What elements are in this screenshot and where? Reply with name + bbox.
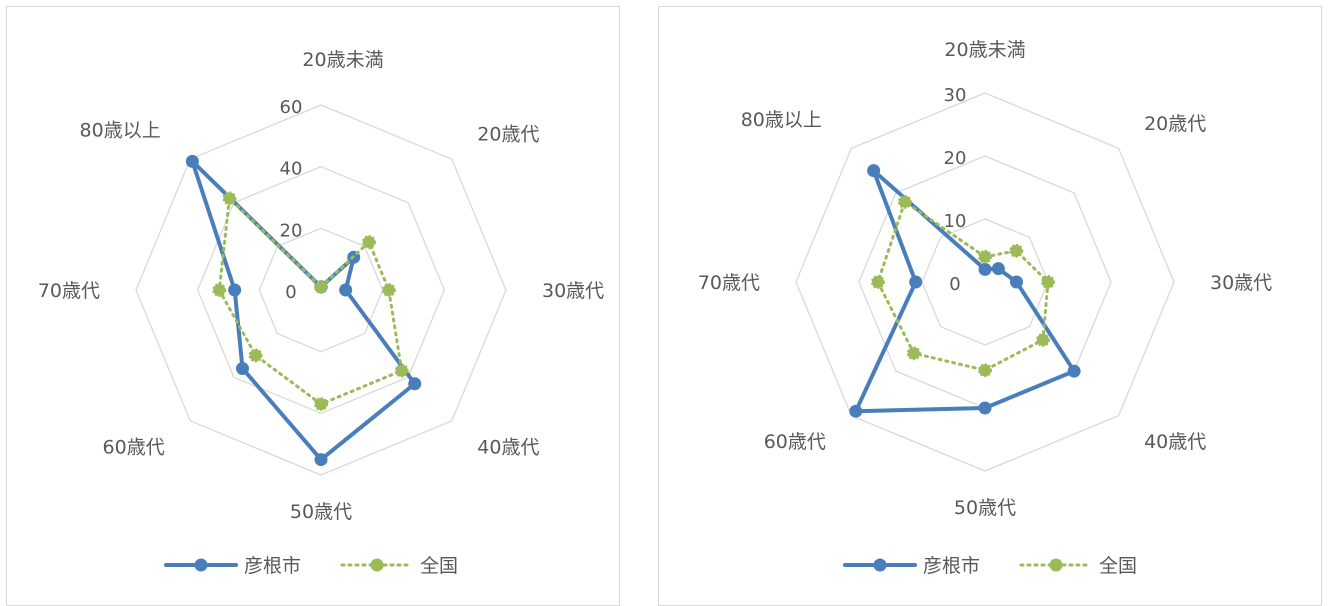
data-point-hikone [849,404,863,418]
data-point-national [248,348,263,363]
category-label: 50歳代 [290,501,352,523]
axis-tick-label: 10 [944,211,967,232]
data-point-national [381,283,396,297]
data-point-national [906,346,921,361]
data-point-hikone [978,262,992,276]
category-label: 20歳未満 [302,49,383,71]
legend-marker [370,558,384,572]
category-label: 20歳代 [477,124,539,146]
category-label: 40歳代 [477,436,539,458]
data-point-national [1035,332,1050,347]
category-label: 80歳以上 [80,120,161,142]
legend-label: 彦根市 [923,555,980,577]
data-point-hikone [314,453,328,467]
data-point-hikone [1067,364,1081,378]
category-label: 70歳代 [698,272,760,294]
data-point-national [361,235,376,250]
grid-ring-30 [795,92,1175,472]
data-point-national [897,194,912,209]
category-label: 60歳代 [103,436,165,458]
category-label: 30歳代 [542,280,604,302]
category-label: 80歳以上 [741,109,822,131]
axis-tick-label: 40 [280,159,303,180]
category-label: 20歳代 [1144,113,1206,135]
legend-marker [194,558,208,572]
data-point-national [978,249,992,264]
data-point-hikone [228,283,242,297]
axis-tick-label: 60 [280,97,303,118]
data-point-hikone [991,262,1005,276]
grid-ring-60 [135,104,507,476]
data-point-hikone [408,377,422,391]
axis-tick-label: 0 [949,274,960,295]
data-point-hikone [185,154,199,168]
axis-tick-label: 0 [285,282,296,303]
radar-chart-left: 20歳未満 20歳代 30歳代 40歳代 50歳代 60歳代 70歳代 80歳以上 0 20 40 6… [38,49,604,577]
data-point-hikone [867,164,881,178]
radar-chart-right: 20歳未満 20歳代 30歳代 40歳代 50歳代 60歳代 70歳代 80歳以上 0 10 20 3… [698,39,1272,577]
series-line-national [876,200,1050,372]
legend-label: 彦根市 [244,555,301,577]
axis-tick-label: 20 [280,220,303,241]
data-point-national [222,191,237,206]
grid-ring-20 [258,227,384,353]
axis-tick-label: 20 [944,148,967,169]
data-point-national [978,363,992,378]
data-point-hikone [236,361,250,375]
data-point-hikone [909,275,923,289]
series-line-hikone [853,168,1077,414]
chart-area-right [658,6,1322,606]
legend-label: 全国 [1099,555,1137,577]
category-label: 60歳代 [764,431,826,453]
data-point-national [870,275,885,289]
data-point-hikone [978,401,992,415]
legend-label: 全国 [420,555,458,577]
category-label: 20歳未満 [944,39,1025,61]
chart-area-left [6,6,620,606]
data-point-national [314,279,328,294]
data-point-national [314,397,328,412]
grid-ring-40 [196,165,446,415]
data-point-hikone [1010,275,1023,289]
category-label: 30歳代 [1210,272,1272,294]
data-point-national [1009,243,1024,258]
data-point-national [212,283,227,297]
data-point-national [394,363,409,378]
legend-marker [873,558,887,572]
series-line-hikone [190,159,417,462]
data-point-hikone [339,283,353,297]
axis-tick-label: 30 [944,85,967,106]
category-label: 50歳代 [954,497,1016,519]
legend-marker [1049,558,1063,572]
data-point-national [1041,275,1055,289]
category-label: 40歳代 [1144,431,1206,453]
category-label: 70歳代 [38,280,100,302]
grid-ring-10 [921,218,1049,346]
